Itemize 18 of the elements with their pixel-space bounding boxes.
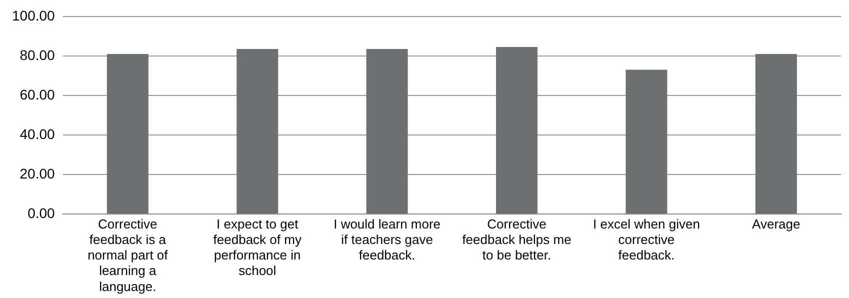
bar: [106, 54, 148, 214]
bar: [366, 49, 408, 214]
x-tick-label: Average: [752, 216, 800, 232]
x-tick-label: I expect to get feedback of my performance in school: [213, 216, 302, 278]
bar: [626, 70, 668, 214]
y-tick-label: 20.00: [20, 165, 56, 182]
y-tick-label: 0.00: [28, 204, 56, 221]
y-tick-label: 60.00: [20, 86, 56, 102]
bar: [496, 47, 538, 214]
bar: [236, 49, 278, 214]
y-tick-label: 100.00: [12, 7, 56, 24]
x-tick-label: I excel when given corrective feedback.: [592, 216, 700, 263]
bar: [755, 54, 797, 214]
y-tick-label: 80.00: [20, 46, 56, 63]
x-tick-label: I would learn more if teachers gave feedback.: [334, 216, 441, 263]
x-tick-label: Corrective feedback helps me to be better.: [462, 216, 572, 263]
x-tick-label: Corrective feedback is a normal part of learning a language.: [88, 216, 168, 294]
y-tick-label: 40.00: [20, 126, 56, 142]
